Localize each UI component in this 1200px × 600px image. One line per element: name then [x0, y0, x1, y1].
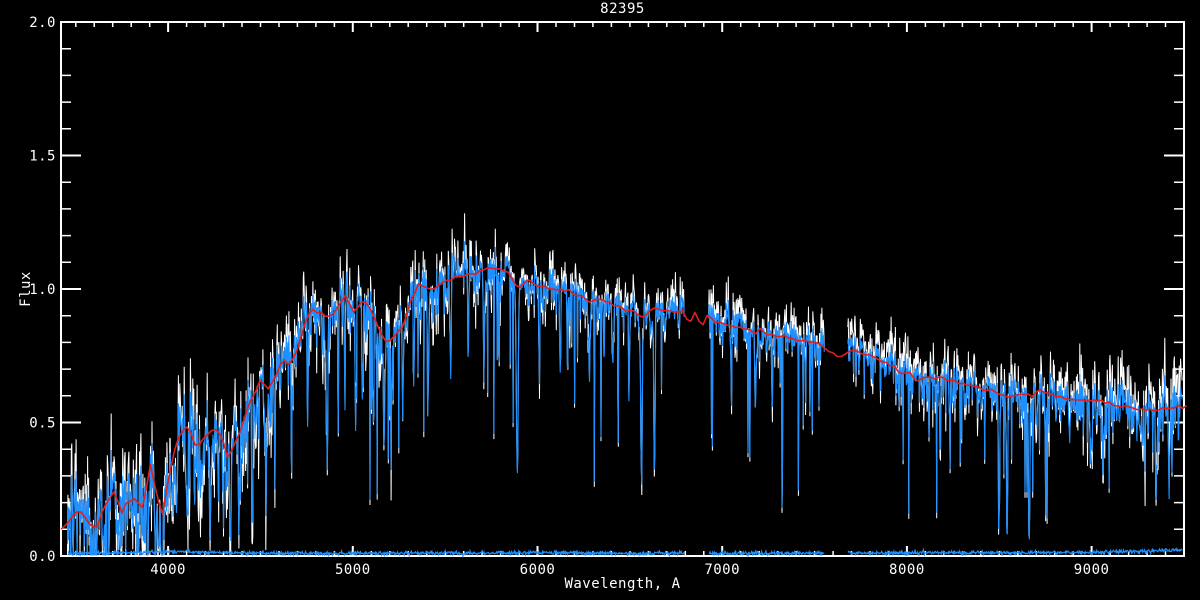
x-tick-label: 8000 [889, 562, 925, 578]
y-tick-label: 2.0 [29, 15, 56, 31]
error-spectrum-trace [67, 546, 1183, 559]
y-tick-label: 0.0 [29, 549, 56, 565]
template-fit-trace [60, 267, 1188, 530]
y-tick-label: 1.0 [29, 282, 56, 298]
observed-spectrum-trace [66, 241, 1183, 556]
y-tick-label: 1.5 [29, 149, 56, 165]
x-tick-label: 6000 [520, 562, 556, 578]
x-tick-label: 5000 [335, 562, 371, 578]
x-tick-label: 7000 [704, 562, 740, 578]
plot-title: 82395 [600, 1, 645, 17]
y-tick-label: 0.5 [29, 416, 56, 432]
x-tick-label: 4000 [150, 562, 186, 578]
x-axis-label: Wavelength, A [564, 576, 681, 592]
x-tick-label: 9000 [1074, 562, 1110, 578]
